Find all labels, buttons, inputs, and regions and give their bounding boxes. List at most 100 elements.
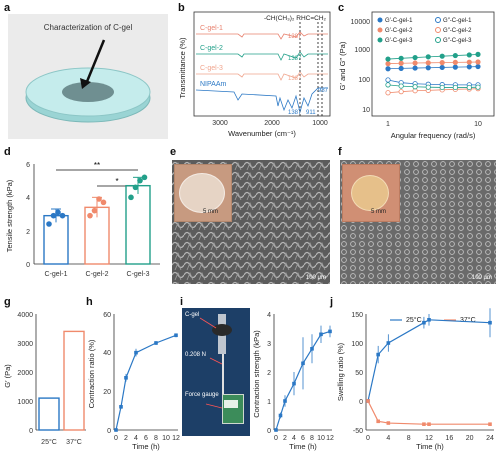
panel-j-ytick: 50 <box>355 370 363 377</box>
panel-h-ylabel: Contraction ratio (%) <box>87 339 96 408</box>
x-tick-label: 10 <box>317 435 325 442</box>
trace-c-gel-3 <box>196 71 328 81</box>
data-point <box>386 421 391 425</box>
panel-c-rheology: G′ and G″ (Pa) Angular frequency (rad/s)… <box>338 11 495 140</box>
data-point <box>132 184 139 191</box>
x-tick-label: 12 <box>425 435 433 442</box>
panel-f-sem: 5 mm 100 μm <box>340 160 496 284</box>
data-point <box>274 428 278 432</box>
panel-g-ylabel: G′ (Pa) <box>4 364 12 388</box>
panel-c-xtick: 10 <box>474 121 482 128</box>
panel-c-legend: G′-C-gel-1 G″-C-gel-1 G′-C-gel-2 G″-C-ge… <box>377 17 472 44</box>
x-tick-label: 20 <box>466 435 474 442</box>
x-tick-label: 8 <box>154 435 158 442</box>
data-point <box>452 64 458 70</box>
data-point <box>366 399 370 403</box>
panel-j-ytick: 150 <box>351 312 363 319</box>
scale-bar-label: 100 μm <box>305 275 326 281</box>
data-point <box>46 221 52 227</box>
panel-letter-b: b <box>178 2 185 14</box>
data-point <box>466 52 472 58</box>
peak-label: 1387 <box>288 76 302 82</box>
data-point <box>310 347 314 351</box>
legend-marker <box>435 17 441 23</box>
trace-c-gel-2 <box>196 51 328 61</box>
trace-label: NIPAAm <box>200 81 226 88</box>
data-point <box>137 177 143 184</box>
panel-h-ytick: 60 <box>103 312 111 319</box>
peak-label: 911 <box>306 110 316 116</box>
panel-g-ytick: 1000 <box>17 399 33 406</box>
x-tick-label: 6 <box>144 435 148 442</box>
panel-e-inset: 5 mm <box>174 164 232 222</box>
data-point <box>91 207 98 214</box>
panel-g-modulus: G′ (Pa) 4000 3000 2000 1000 0 25°C 37°C <box>4 312 86 446</box>
data-point <box>452 59 458 65</box>
panel-j-ytick: -50 <box>353 428 363 435</box>
x-tick-label: 2 <box>124 435 128 442</box>
data-point <box>439 60 445 66</box>
panel-d-xtick: C-gel-1 <box>45 271 68 278</box>
bar <box>63 330 85 431</box>
panel-a-illustration: Characterization of C-gel <box>8 14 168 139</box>
data-point <box>466 59 472 65</box>
panel-j-ytick: 100 <box>351 341 363 348</box>
data-point <box>124 376 128 380</box>
panel-g-xtick: 37°C <box>66 438 82 446</box>
panel-d-tensile: Tensile strength (kPa) 6 4 2 0 ** * C-ge… <box>5 161 160 278</box>
arrow-head <box>80 78 91 89</box>
data-point <box>425 54 431 60</box>
panel-b-xtick: 1000 <box>312 120 328 127</box>
data-point <box>119 405 123 409</box>
panel-c-ytick: 10 <box>362 107 370 114</box>
data-point <box>412 65 418 71</box>
panel-c-ytick: 100 <box>358 77 370 84</box>
panel-c-ylabel: G′ and G″ (Pa) <box>338 41 347 90</box>
data-point <box>385 77 391 83</box>
panel-c-xtick: 1 <box>386 121 390 128</box>
panel-d-ytick: 4 <box>26 195 30 202</box>
data-point <box>301 361 305 366</box>
data-point <box>412 54 418 61</box>
panel-c-frame <box>371 11 495 117</box>
series-line <box>275 330 331 431</box>
x-tick-label: 4 <box>292 435 296 442</box>
legend-marker <box>435 27 441 33</box>
trace-label: C-gel-2 <box>200 45 223 52</box>
x-tick-label: 8 <box>407 435 411 442</box>
data-point <box>425 60 431 66</box>
panel-g-ytick: 0 <box>29 428 33 435</box>
data-point <box>466 64 472 70</box>
data-point <box>174 333 178 338</box>
data-point <box>128 194 134 201</box>
data-point <box>398 55 404 61</box>
data-point <box>452 52 458 59</box>
legend-label: G″-C-gel-3 <box>443 38 472 44</box>
data-point <box>425 84 431 90</box>
x-tick-label: 4 <box>386 435 390 442</box>
data-point <box>475 59 481 65</box>
data-point <box>278 413 283 418</box>
panel-i-ytick: 2 <box>267 370 271 377</box>
panel-d-ytick: 0 <box>26 262 30 269</box>
panel-letter-i: i <box>180 296 184 308</box>
trace-label: C-gel-3 <box>200 65 223 72</box>
panel-j-ylabel: Swelling ratio (%) <box>336 342 345 401</box>
x-tick-label: 8 <box>310 435 314 442</box>
data-point <box>385 82 391 88</box>
panel-c-ytick: 10000 <box>351 19 371 26</box>
panel-i-strength: Contraction strength (kPa) Time (h) 4 3 … <box>252 312 334 451</box>
data-point <box>292 381 296 386</box>
trace-c-gel-1 <box>196 31 328 40</box>
peak-label: 987 <box>318 88 329 94</box>
series-line <box>367 319 491 402</box>
panel-b-xtick: 3000 <box>212 120 228 127</box>
panel-d-ylabel: Tensile strength (kPa) <box>5 179 14 252</box>
data-point <box>412 84 418 90</box>
photo-label-gauge: Force gauge <box>185 392 219 398</box>
data-point <box>439 84 445 91</box>
data-point <box>398 65 404 72</box>
panel-letter-h: h <box>86 296 93 308</box>
data-point <box>439 64 445 71</box>
inset-scale-label: 5 mm <box>371 209 386 215</box>
